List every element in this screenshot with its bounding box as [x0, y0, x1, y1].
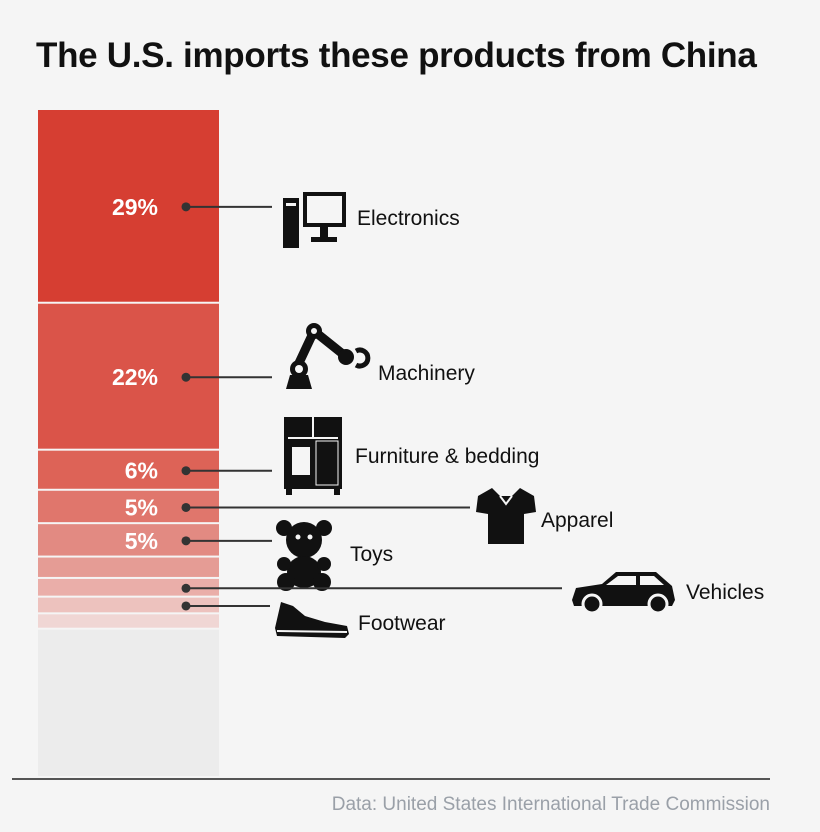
source-note: Data: United States International Trade … — [331, 794, 770, 815]
car-icon — [572, 572, 675, 615]
category-label: Electronics — [357, 207, 460, 230]
category-label: Toys — [350, 543, 393, 566]
data-label: 6% — [125, 458, 158, 484]
bar-segment — [38, 614, 219, 628]
leader-dot — [181, 202, 191, 212]
leader-dot — [181, 502, 191, 512]
category-label: Furniture & bedding — [355, 445, 539, 468]
category-label: Machinery — [378, 362, 475, 385]
bar-segment — [38, 597, 219, 613]
chart-title: The U.S. imports these products from Chi… — [36, 36, 757, 75]
data-label: 5% — [125, 494, 158, 520]
bar-segment — [38, 557, 219, 577]
bar-segment — [38, 578, 219, 596]
data-label: 29% — [112, 194, 158, 220]
category-label: Vehicles — [686, 581, 764, 604]
wardrobe-icon — [284, 417, 342, 495]
robot-arm-icon — [286, 323, 371, 389]
data-label: 5% — [125, 528, 158, 554]
leader-dot — [181, 601, 191, 611]
category-label: Apparel — [541, 509, 613, 532]
data-label: 22% — [112, 364, 158, 390]
leader-dot — [181, 583, 191, 593]
teddy-bear-icon — [276, 520, 332, 591]
leader-dot — [181, 466, 191, 476]
leader-dot — [181, 536, 191, 546]
leader-dot — [181, 372, 191, 382]
shirt-icon — [476, 488, 536, 544]
category-label: Footwear — [358, 612, 446, 635]
sneaker-icon — [275, 602, 349, 638]
computer-icon — [283, 192, 346, 248]
bar-segment — [38, 629, 219, 776]
